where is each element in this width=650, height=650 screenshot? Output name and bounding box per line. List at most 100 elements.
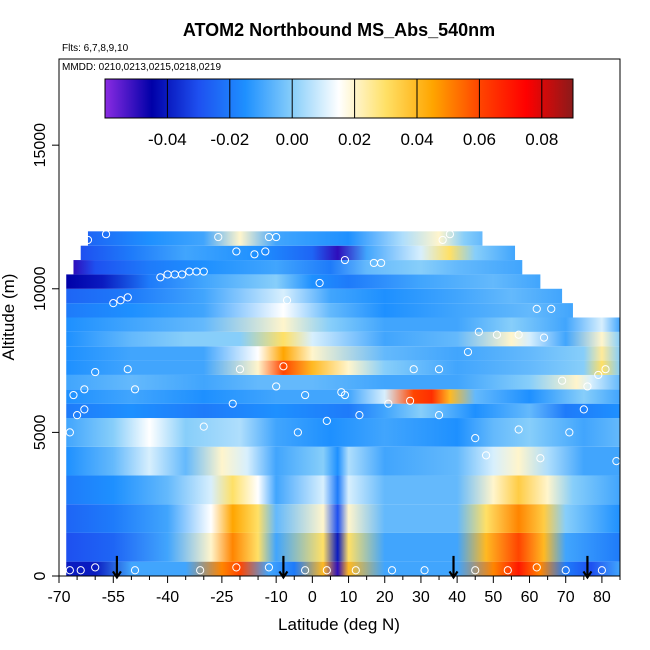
data-point (65, 566, 74, 575)
data-point (463, 347, 473, 357)
y-tick-label: 5000 (32, 414, 49, 450)
data-point (445, 230, 454, 239)
heatmap-band (66, 331, 620, 347)
data-point (594, 370, 603, 380)
arrow-head (582, 570, 593, 580)
colorbar-gradient (104, 78, 574, 119)
data-point (434, 365, 444, 374)
heatmap-band (66, 389, 620, 404)
heatmap-band (73, 260, 523, 275)
colorbar-tick-label: 0.02 (338, 130, 371, 149)
data-point (196, 566, 205, 575)
data-point (471, 566, 480, 575)
x-tick-label: 50 (484, 589, 502, 606)
data-point (340, 255, 350, 265)
data-point (69, 390, 78, 400)
data-point (322, 566, 331, 575)
data-point (177, 270, 187, 279)
data-point (561, 566, 570, 575)
colorbar-tick-label: 0.00 (276, 130, 309, 149)
heatmap-band (66, 274, 541, 289)
data-point (355, 411, 364, 420)
x-tick-label: 80 (593, 589, 611, 606)
data-point (65, 428, 74, 437)
data-point (503, 566, 512, 575)
data-point (261, 247, 270, 256)
data-point (83, 235, 93, 245)
colorbar-ticks: -0.04 -0.02 0.00 0.02 0.04 0.06 0.08 (148, 79, 558, 149)
x-tick-label: 40 (448, 589, 466, 606)
x-tick-label: 30 (412, 589, 430, 606)
dates-label: MMDD: 0210,0213,0215,0218,0219 (62, 62, 221, 73)
x-tick-label: 20 (376, 589, 394, 606)
data-point (116, 296, 125, 305)
data-point (434, 411, 444, 420)
data-point (492, 330, 502, 339)
data-point (235, 365, 245, 374)
heatmap-band (80, 245, 516, 261)
data-point (80, 405, 89, 414)
heatmap-band (87, 231, 483, 246)
data-point (301, 390, 310, 400)
data-point (405, 396, 415, 405)
data-point (101, 230, 111, 239)
data-point (279, 362, 288, 371)
y-tick-label: 10000 (32, 266, 49, 311)
data-point (377, 258, 386, 268)
heatmap-band (66, 360, 620, 375)
heatmap-layer (66, 231, 620, 576)
arrow-markers (111, 555, 593, 580)
x-tick-label: -40 (156, 589, 179, 606)
data-point (282, 296, 292, 305)
data-point (514, 425, 523, 434)
data-point (199, 267, 208, 276)
data-point (315, 278, 324, 288)
data-point (272, 382, 281, 391)
arrow-head (448, 570, 459, 580)
colorbar-tick-label: -0.04 (148, 130, 187, 149)
data-point (579, 405, 588, 414)
data-point (474, 327, 483, 336)
data-point (232, 247, 241, 256)
heatmap-band (66, 346, 620, 361)
data-point (351, 566, 360, 575)
data-point (532, 304, 541, 313)
data-point (91, 367, 100, 377)
data-point (536, 454, 545, 463)
arrow-head (278, 570, 289, 580)
x-tick-label: 10 (340, 589, 358, 606)
data-point (583, 382, 592, 391)
data-point (123, 365, 132, 374)
x-tick-label: 60 (521, 589, 539, 606)
data-point (420, 566, 429, 575)
colorbar-tick-label: 0.06 (463, 130, 496, 149)
flight-points (65, 230, 621, 575)
data-point (471, 434, 480, 443)
data-point (72, 411, 82, 420)
heatmap-band (66, 475, 620, 505)
data-point (130, 566, 140, 575)
heatmap-band (66, 532, 620, 562)
chart-title: ATOM2 Northbound MS_Abs_540nm (183, 20, 495, 40)
data-point (409, 365, 418, 374)
heatmap-band (66, 317, 620, 332)
data-point (481, 451, 491, 460)
data-point (264, 563, 274, 572)
data-point (565, 428, 574, 437)
arrow-head (111, 570, 122, 580)
heatmap-band (66, 288, 563, 304)
x-tick-label: -55 (102, 589, 125, 606)
heatmap-band (66, 446, 620, 476)
heatmap-band (66, 561, 620, 576)
data-point (123, 293, 132, 302)
data-point (340, 390, 350, 400)
x-tick-label: -25 (210, 589, 233, 606)
data-point (80, 385, 89, 394)
colorbar-tick-label: 0.04 (400, 130, 433, 149)
data-point (232, 563, 241, 572)
data-point (130, 385, 140, 394)
data-point (76, 566, 85, 575)
y-axis: 0 5000 10000 15000 (32, 123, 59, 580)
data-point (557, 376, 567, 385)
